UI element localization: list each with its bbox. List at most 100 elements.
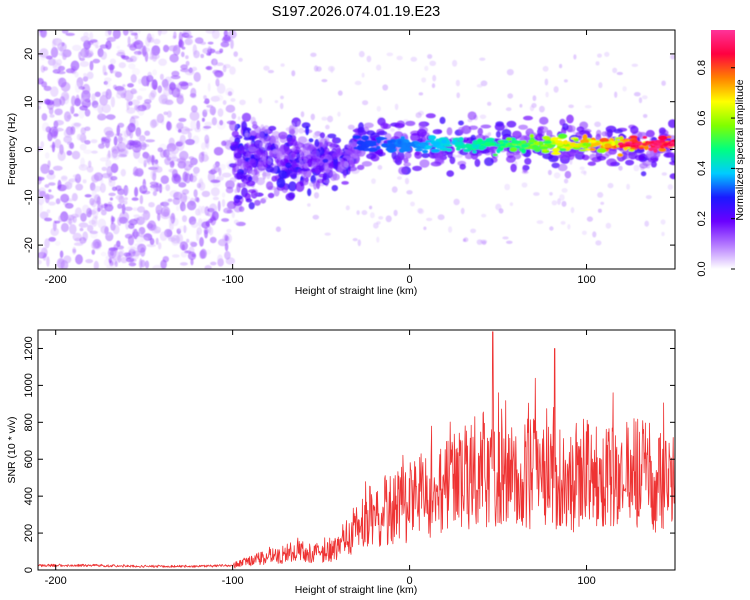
spectrogram-diffuse-noise-blob [212,196,219,201]
colorbar-bar [711,30,735,269]
spectrogram-diffuse-noise-blob [64,202,74,209]
spectrogram-diffuse-noise-blob [179,134,186,145]
spectrogram-diffuse-noise-blob [200,41,207,45]
spectrogram-diffuse-noise-blob [169,53,179,63]
spectrogram-diffuse-noise-blob [103,259,110,266]
spectrogram-signal-band-base [357,164,365,171]
spectrogram-diffuse-noise-blob [166,121,172,131]
spectrogram-background-blob [519,103,523,108]
spectrogram-background-blob [261,156,267,162]
spectrogram-transition-scatter-blob [346,143,352,149]
spectrogram-background-blob [274,100,279,104]
snr-panel: -200 -100 0 100 0 200 400 600 800 1000 1200 Heigh… [6,329,676,596]
spectrogram-diffuse-noise-blob [189,241,195,246]
spectrogram-transition-scatter-blob [269,146,274,151]
spectrogram-background-blob [370,212,375,219]
spectrogram-diffuse-noise-blob [79,105,88,111]
spectrogram-diffuse-noise-blob [188,156,195,160]
spectrogram-signal-band-core [521,148,526,154]
spectrogram-background-blob [426,217,433,222]
spectrogram-diffuse-noise-blob [125,57,134,63]
spectrogram-diffuse-noise-blob [89,39,98,43]
spectrogram-diffuse-noise-blob [227,31,232,35]
spectrogram-signal-band-core [527,139,538,143]
spectrogram-diffuse-noise-blob [58,215,64,223]
spectrogram-diffuse-noise-blob [187,251,197,261]
spectrogram-background-blob [604,51,610,57]
spectrogram-diffuse-noise-blob [44,217,53,222]
spectrogram-diffuse-noise-blob [134,186,139,197]
spectrogram-diffuse-noise-blob [151,53,160,60]
spectrogram-diffuse-noise-blob [130,74,137,83]
spectrogram-diffuse-noise-blob [117,188,125,196]
spectrogram-diffuse-noise-blob [189,175,198,183]
spectrogram-background-blob [479,114,487,120]
spectrogram-diffuse-noise-blob [52,38,56,50]
spectrogram-transition-scatter-blob [327,133,337,139]
spectrogram-diffuse-noise-blob [38,247,45,258]
spectrogram-background-blob [633,164,640,172]
spectrogram-background-blob [378,216,384,220]
spectrogram-signal-band-core [381,143,388,148]
spectrogram-background-blob [267,69,274,74]
spectrogram-diffuse-noise-blob [38,176,45,181]
spectrogram-diffuse-noise-blob [204,121,213,127]
spectrogram-background-blob [641,95,648,100]
spectrogram-background-blob [551,200,558,206]
spectrogram-background-blob [323,162,329,170]
spectrogram-diffuse-noise-blob [183,160,193,171]
spectrogram-diffuse-noise-blob [129,30,134,33]
spectrogram-diffuse-noise-blob [59,250,64,258]
spectrogram-transition-scatter-blob [328,163,335,169]
spectrogram-diffuse-noise-blob [168,215,173,226]
spectrogram-diffuse-noise-blob [54,240,61,246]
spectrogram-background-blob [345,205,350,211]
spectrogram-diffuse-noise-blob [173,31,177,39]
spectrogram-background-blob [506,240,513,244]
spectrogram-signal-band-peak [642,143,648,146]
spectrogram-diffuse-noise-blob [87,224,94,232]
spectrogram-diffuse-noise-blob [101,103,111,114]
spectrogram-signal-band-core [585,142,592,147]
spectrogram-diffuse-noise-blob [201,142,207,151]
spectrogram-signal-band-base [439,116,446,124]
spectrogram-signal-band-base [419,159,430,168]
spectrogram-diffuse-noise-blob [100,251,107,257]
spectrogram-diffuse-noise-blob [171,254,180,258]
spectrogram-diffuse-noise-blob [198,179,204,185]
spectrogram-signal-band-base [396,155,406,161]
spectrogram-diffuse-noise-blob [104,204,114,212]
spectrogram-diffuse-noise-blob [79,57,85,61]
spectrogram-signal-band-base [421,152,430,159]
spectrogram-signal-band-core [531,144,539,149]
spectrogram-transition-scatter-blob [316,180,321,190]
spectrogram-diffuse-noise-blob [223,30,229,37]
spectrogram-transition-scatter-blob [285,162,292,169]
spectrogram-diffuse-noise-blob [180,64,188,70]
spectrogram-signal-band-base [410,133,421,142]
spectrogram-diffuse-noise-blob [38,259,42,265]
spectrogram-diffuse-noise-blob [91,216,98,227]
spectrogram-signal-band-core [439,142,449,146]
spectrogram-background-blob [570,207,575,214]
spectrogram-diffuse-noise-blob [137,243,147,253]
spectrogram-diffuse-noise-blob [137,206,146,213]
spectrogram-diffuse-noise-blob [178,190,183,202]
spectrogram-background-blob [559,194,565,201]
spectrogram-background-blob [385,215,392,223]
spectrogram-signal-band-peak [630,145,636,148]
spectrogram-diffuse-noise-blob [224,234,229,241]
spectrogram-diffuse-noise-blob [40,30,47,38]
spectrogram-background-blob [568,104,574,109]
spectrogram-diffuse-noise-blob [101,136,107,142]
spectrogram-diffuse-noise-blob [117,135,123,144]
spectrogram-background-blob [427,54,433,59]
spectrogram-background-blob [386,52,394,57]
spectrogram-transition-scatter-blob [249,135,256,140]
spectrogram-diffuse-noise-blob [44,184,50,188]
spectrogram-diffuse-noise-blob [50,132,58,138]
spectrogram-background-blob [249,170,256,175]
spectrogram-signal-band-core [472,150,477,154]
spectrogram-signal-band-core [369,148,374,152]
spectrogram-background-blob [362,100,369,106]
